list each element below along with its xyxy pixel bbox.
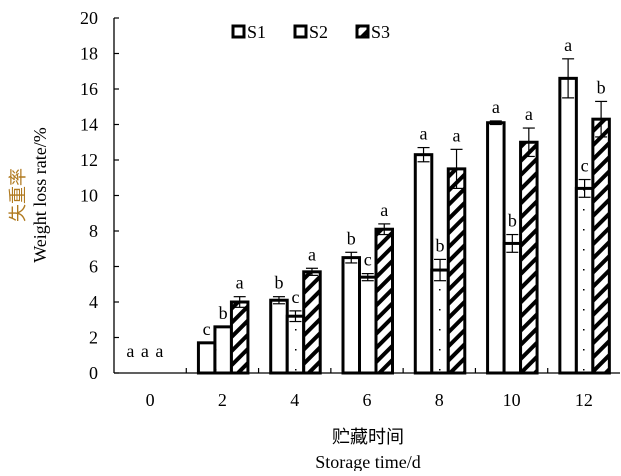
significance-letter: c (203, 319, 211, 339)
bar-S1-2 (196, 341, 217, 375)
y-tick-label: 20 (80, 8, 98, 28)
bar-S1-12 (558, 76, 578, 375)
legend-swatch-S1 (231, 24, 246, 39)
significance-letter: b (436, 235, 445, 255)
bar-S1-8 (413, 153, 434, 375)
bar-S3-6 (374, 227, 394, 375)
x-axis-label: Storage time/d (315, 452, 420, 471)
significance-letter: a (380, 200, 388, 220)
y-tick-label: 10 (80, 186, 98, 206)
x-tick-label: 6 (363, 390, 372, 410)
significance-letter: a (564, 35, 572, 55)
significance-letter: a (420, 124, 428, 144)
significance-letter: a (126, 341, 134, 361)
y-axis-label-cn: 失重率 (8, 168, 28, 222)
x-axis-label-cn: 贮藏时间 (332, 427, 404, 447)
significance-letter: a (155, 341, 163, 361)
y-tick-label: 6 (89, 257, 98, 277)
bar-S3-12 (591, 117, 611, 375)
bar-S1-10 (486, 121, 506, 375)
y-tick-label: 8 (89, 221, 98, 241)
x-tick-label: 10 (503, 390, 521, 410)
significance-letter: a (492, 97, 500, 117)
bar-S2-6 (358, 275, 378, 375)
y-tick-label: 14 (80, 115, 98, 135)
legend-label-S1: S1 (247, 22, 266, 42)
y-axis-label: Weight loss rate/% (30, 127, 50, 263)
bar-S3-8 (446, 167, 467, 375)
significance-letter: b (347, 228, 356, 248)
x-tick-label: 0 (146, 390, 155, 410)
x-tick-label: 8 (435, 390, 444, 410)
axes: 0 2 4 6 8 10 12 14 16 18 20 0 2 4 6 8 10 12 (80, 8, 620, 410)
significance-letter: a (236, 273, 244, 293)
significance-letter: b (274, 273, 283, 293)
significance-letter: b (219, 303, 228, 323)
significance-letter: a (525, 104, 533, 124)
significance-letter: c (291, 287, 299, 307)
x-tick-label: 2 (218, 390, 227, 410)
y-tick-label: 0 (89, 363, 98, 383)
y-tick-label: 16 (80, 79, 98, 99)
bar-S2-8 (430, 268, 450, 375)
legend-label-S3: S3 (371, 22, 390, 42)
y-tick-label: 12 (80, 150, 98, 170)
y-tick-label: 18 (80, 44, 98, 64)
significance-letter: b (597, 77, 606, 97)
y-tick-label: 4 (89, 292, 98, 312)
x-tick-label: 4 (290, 390, 299, 410)
legend-swatch-S3 (355, 24, 370, 39)
bar-S1-4 (269, 298, 289, 375)
legend-label-S2: S2 (309, 22, 328, 42)
significance-letter: c (364, 250, 372, 270)
y-tick-label: 2 (89, 328, 98, 348)
legend: S1 S2 S3 (231, 22, 390, 42)
bar-S2-10 (502, 241, 523, 375)
significance-letter: c (581, 156, 589, 176)
bar-S3-2 (229, 300, 250, 375)
bar-S2-4 (285, 314, 306, 375)
significance-letter: a (453, 125, 461, 145)
significance-letter: b (508, 211, 517, 231)
bar-S2-2 (213, 325, 233, 375)
x-tick-label: 12 (575, 390, 593, 410)
significance-letter: a (308, 244, 316, 264)
bar-S1-6 (341, 256, 361, 375)
legend-swatch-S2 (293, 24, 308, 39)
bar-S3-4 (302, 270, 322, 375)
bar-S2-12 (574, 186, 595, 375)
significance-letter: a (141, 341, 149, 361)
bar-S3-10 (519, 140, 539, 375)
